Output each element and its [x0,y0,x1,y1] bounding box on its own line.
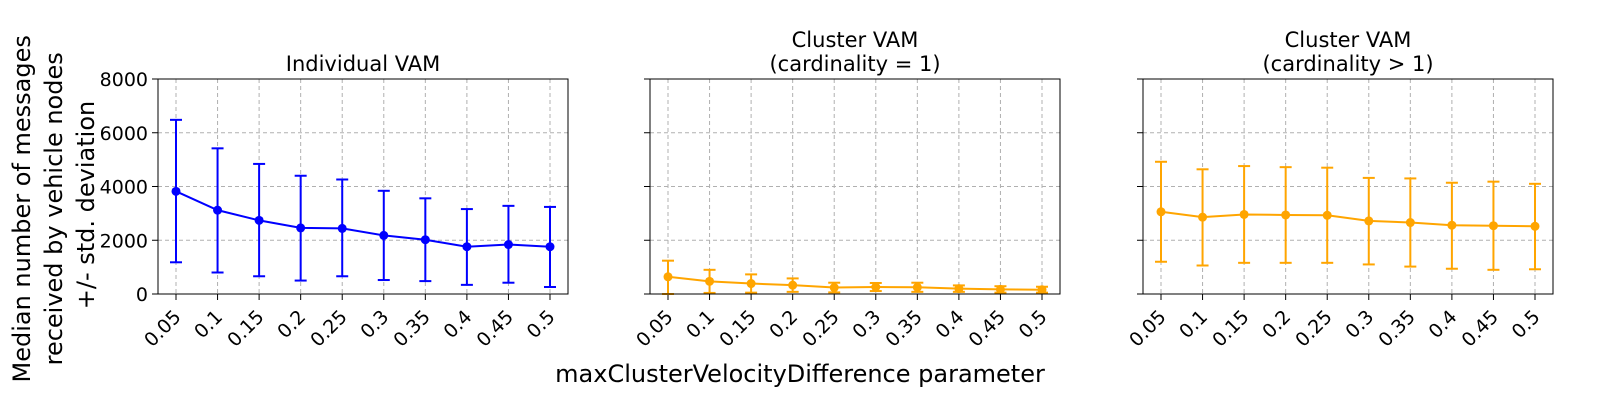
x-tick-label: 0.3 [848,306,885,343]
y-tick-label: 0 [136,284,148,306]
data-point [663,272,673,282]
data-point [1281,210,1291,220]
data-point [420,235,430,245]
y-tick-label: 8000 [100,69,148,91]
x-tick-label: 0.5 [1015,306,1052,343]
x-tick-label: 0.25 [306,306,351,351]
x-tick-label: 0.05 [1125,306,1170,351]
x-tick-label: 0.4 [932,306,969,343]
x-tick-label: 0.25 [798,306,843,351]
x-tick-label: 0.3 [356,306,393,343]
y-axis-label-line: +/- std. deviation [72,101,100,309]
x-tick-label: 0.2 [765,306,802,343]
axes-frame [649,78,1061,295]
chart-title: Individual VAM [286,52,440,76]
y-tick-label: 4000 [100,177,148,199]
data-point [871,282,881,292]
x-tick-label: 0.1 [682,306,719,343]
x-tick-label: 0.35 [389,306,434,351]
data-point [746,279,756,289]
data-point [1322,210,1332,220]
x-tick-label: 0.2 [273,306,310,343]
chart-panel: 0.05 0.10.15 0.20.25 0.30.35 0.40.45 0.5 Clust… [1125,28,1554,351]
chart-panel: 0.05 0.10.15 0.20.25 0.30.35 0.40.45 0.5 Clust… [632,28,1061,351]
data-point [213,205,223,215]
y-tick-label: 6000 [100,123,148,145]
x-tick-label: 0.1 [1175,306,1212,343]
x-tick-label: 0.45 [473,306,518,351]
x-tick-label: 0.35 [1374,306,1419,351]
x-tick-label: 0.05 [140,306,185,351]
chart-title: (cardinality = 1) [769,52,940,76]
data-point [1405,218,1415,228]
x-tick-label: 0.5 [1508,306,1545,343]
series-line [175,190,551,248]
data-point [254,215,264,225]
data-point [1488,221,1498,231]
chart-title: Cluster VAM [792,28,919,52]
data-point [379,230,389,240]
x-tick-label: 0.1 [190,306,227,343]
x-tick-label: 0.3 [1341,306,1378,343]
data-point [171,186,181,196]
data-point [462,242,472,252]
x-tick-label: 0.4 [440,306,477,343]
data-point [829,283,839,293]
data-point [1156,207,1166,217]
x-tick-label: 0.2 [1258,306,1295,343]
series-line [667,275,1043,291]
data-point [995,284,1005,294]
y-axis-label-line: received by vehicle nodes [40,52,68,365]
axes-frame [157,78,569,295]
y-axis-label: Median number of messages received by ve… [8,28,100,383]
x-tick-label: 0.15 [1208,306,1253,351]
x-tick-label: 0.4 [1425,306,1462,343]
data-point [1239,209,1249,219]
chart-title: (cardinality > 1) [1262,52,1433,76]
x-tick-label: 0.35 [881,306,926,351]
x-tick-label: 0.5 [523,306,560,343]
x-tick-label: 0.45 [965,306,1010,351]
y-axis-label-line: Median number of messages [8,35,36,382]
data-point [788,280,798,290]
data-point [954,284,964,294]
axes-frame [1142,78,1554,295]
data-point [296,223,306,233]
x-axis-label: maxClusterVelocityDifference parameter [555,360,1045,388]
x-tick-label: 0.25 [1291,306,1336,351]
y-tick-label: 2000 [100,230,148,252]
series-line [1160,210,1536,228]
data-point [1198,212,1208,222]
chart-title: Cluster VAM [1285,28,1412,52]
x-tick-label: 0.15 [715,306,760,351]
data-point [337,223,347,233]
data-point [545,242,555,252]
data-point [1530,221,1540,231]
data-point [705,276,715,286]
data-point [503,240,513,250]
data-point [1364,216,1374,226]
data-point [912,282,922,292]
x-tick-label: 0.15 [223,306,268,351]
x-tick-label: 0.05 [632,306,677,351]
data-point [1037,285,1047,295]
data-point [1447,220,1457,230]
x-tick-label: 0.45 [1458,306,1503,351]
